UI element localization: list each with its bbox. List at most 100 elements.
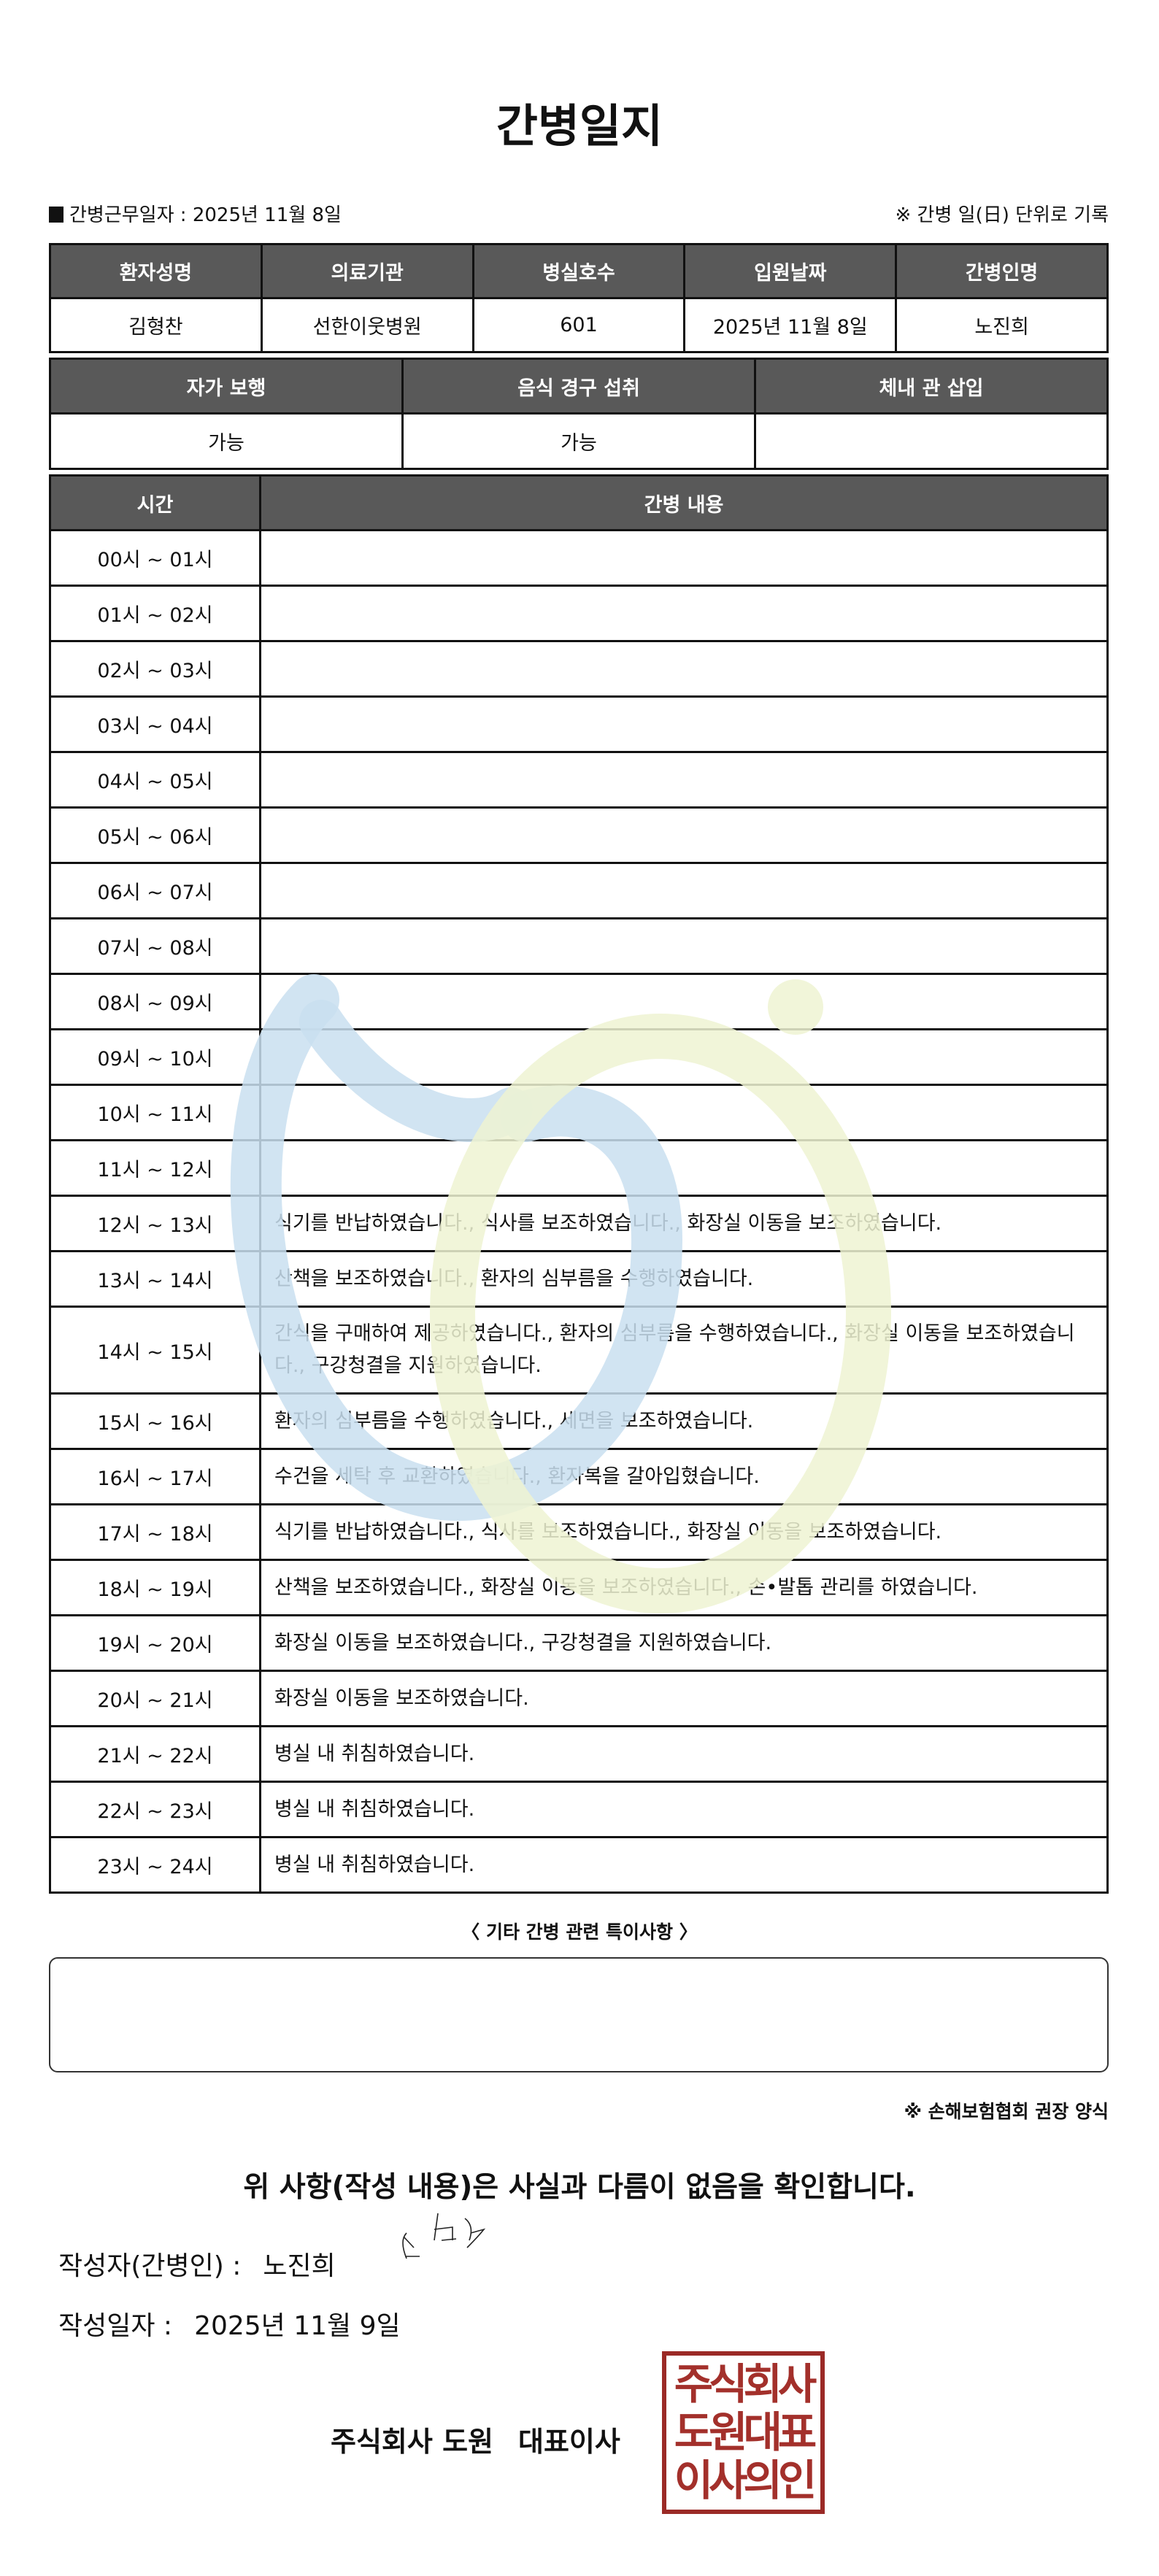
company-signature: 주식회사 도원 대표이사 <box>331 2419 620 2459</box>
time-cell: 02시 ~ 03시 <box>49 640 261 698</box>
table-row: 18시 ~ 19시 산책을 보조하였습니다., 화장실 이동을 보조하였습니다.,… <box>49 1559 1109 1616</box>
content-cell: 병실 내 취침하였습니다. <box>259 1836 1109 1894</box>
content-cell: 병실 내 취침하였습니다. <box>259 1725 1109 1783</box>
header-cell: 간병인명 <box>895 243 1109 299</box>
time-cell: 10시 ~ 11시 <box>49 1084 261 1141</box>
self-walking: 가능 <box>49 412 404 470</box>
content-cell <box>259 862 1109 919</box>
work-date-label: 간병근무일자 <box>69 204 174 226</box>
time-cell: 14시 ~ 15시 <box>49 1306 261 1395</box>
table-row: 19시 ~ 20시 화장실 이동을 보조하였습니다., 구강청결을 지원하였습니다… <box>49 1614 1109 1672</box>
content-cell: 식기를 반납하였습니다., 식사를 보조하였습니다., 화장실 이동을 보조하였… <box>259 1503 1109 1561</box>
time-cell: 23시 ~ 24시 <box>49 1836 261 1894</box>
content-cell <box>259 529 1109 587</box>
writer-line: 작성자(간병인) : 노진희 <box>58 2245 336 2283</box>
table-row: 09시 ~ 10시 <box>49 1028 1109 1086</box>
written-date-line: 작성일자 : 2025년 11월 9일 <box>58 2305 401 2342</box>
patient-name: 김형찬 <box>49 297 263 353</box>
tube-insertion <box>754 412 1109 470</box>
content-cell: 산책을 보조하였습니다., 화장실 이동을 보조하였습니다., 손•발톱 관리를… <box>259 1559 1109 1616</box>
other-notes-title: 〈 기타 간병 관련 특이사항 〉 <box>461 1921 698 1943</box>
content-cell: 병실 내 취침하였습니다. <box>259 1781 1109 1838</box>
header-cell: 음식 경구 섭취 <box>401 358 756 414</box>
time-cell: 08시 ~ 09시 <box>49 973 261 1030</box>
table-row: 14시 ~ 15시 간식을 구매하여 제공하였습니다., 환자의 심부름을 수행하… <box>49 1306 1109 1395</box>
patient-table: 환자성명 의료기관 병실호수 입원날짜 간병인명 김형찬 선한이웃병원 601 2025년 1… <box>49 243 1109 353</box>
time-cell: 12시 ~ 13시 <box>49 1195 261 1252</box>
company-title: 대표이사 <box>518 2426 620 2458</box>
time-cell: 03시 ~ 04시 <box>49 695 261 753</box>
time-cell: 04시 ~ 05시 <box>49 751 261 809</box>
hospital: 선한이웃병원 <box>260 297 474 353</box>
content-cell: 간식을 구매하여 제공하였습니다., 환자의 심부름을 수행하였습니다., 화장… <box>259 1306 1109 1395</box>
work-date-value: 2025년 11월 8일 <box>192 204 342 226</box>
time-cell: 13시 ~ 14시 <box>49 1250 261 1308</box>
writer-label: 작성자(간병인) : <box>58 2251 242 2281</box>
content-cell <box>259 1084 1109 1141</box>
time-cell: 06시 ~ 07시 <box>49 862 261 919</box>
header-cell: 자가 보행 <box>49 358 404 414</box>
table-row: 20시 ~ 21시 화장실 이동을 보조하였습니다. <box>49 1670 1109 1727</box>
table-row: 07시 ~ 08시 <box>49 917 1109 975</box>
content-cell <box>259 585 1109 642</box>
time-cell: 18시 ~ 19시 <box>49 1559 261 1616</box>
handwritten-signature <box>402 2213 486 2259</box>
table-row: 12시 ~ 13시 식기를 반납하였습니다., 식사를 보조하였습니다., 화장실… <box>49 1195 1109 1252</box>
table-row: 02시 ~ 03시 <box>49 640 1109 698</box>
time-cell: 11시 ~ 12시 <box>49 1139 261 1197</box>
company-name: 주식회사 도원 <box>331 2426 493 2458</box>
time-cell: 01시 ~ 02시 <box>49 585 261 642</box>
content-cell: 화장실 이동을 보조하였습니다. <box>259 1670 1109 1727</box>
table-row: 04시 ~ 05시 <box>49 751 1109 809</box>
company-seal-stamp: 주식회사도원대표이사의인 <box>662 2351 825 2514</box>
time-cell: 07시 ~ 08시 <box>49 917 261 975</box>
time-cell: 20시 ~ 21시 <box>49 1670 261 1727</box>
time-cell: 00시 ~ 01시 <box>49 529 261 587</box>
table-row: 05시 ~ 06시 <box>49 806 1109 864</box>
content-cell <box>259 1139 1109 1197</box>
header-cell: 체내 관 삽입 <box>754 358 1109 414</box>
content-cell <box>259 640 1109 698</box>
page-title: 간병일지 <box>496 99 663 153</box>
time-cell: 05시 ~ 06시 <box>49 806 261 864</box>
content-cell: 수건을 세탁 후 교환하였습니다., 환자복을 갈아입혔습니다. <box>259 1448 1109 1505</box>
time-cell: 21시 ~ 22시 <box>49 1725 261 1783</box>
oral-intake: 가능 <box>401 412 756 470</box>
content-cell: 식기를 반납하였습니다., 식사를 보조하였습니다., 화장실 이동을 보조하였… <box>259 1195 1109 1252</box>
table-row: 15시 ~ 16시 환자의 심부름을 수행하였습니다., 세면을 보조하였습니다. <box>49 1392 1109 1450</box>
header-cell: 입원날짜 <box>683 243 898 299</box>
content-cell <box>259 806 1109 864</box>
content-cell <box>259 917 1109 975</box>
table-row: 21시 ~ 22시 병실 내 취침하였습니다. <box>49 1725 1109 1783</box>
table-row: 08시 ~ 09시 <box>49 973 1109 1030</box>
time-cell: 17시 ~ 18시 <box>49 1503 261 1561</box>
content-cell: 산책을 보조하였습니다., 환자의 심부름을 수행하였습니다. <box>259 1250 1109 1308</box>
time-cell: 16시 ~ 17시 <box>49 1448 261 1505</box>
table-row: 23시 ~ 24시 병실 내 취침하였습니다. <box>49 1836 1109 1894</box>
content-cell <box>259 695 1109 753</box>
writer-name: 노진희 <box>263 2251 336 2281</box>
time-cell: 22시 ~ 23시 <box>49 1781 261 1838</box>
status-table: 자가 보행 음식 경구 섭취 체내 관 삽입 가능 가능 <box>49 358 1109 470</box>
caregiver-name: 노진희 <box>895 297 1109 353</box>
header-cell: 의료기관 <box>260 243 474 299</box>
table-row: 17시 ~ 18시 식기를 반납하였습니다., 식사를 보조하였습니다., 화장실… <box>49 1503 1109 1561</box>
written-date-label: 작성일자 : <box>58 2311 173 2341</box>
unit-note: ※ 간병 일(日) 단위로 기록 <box>895 204 1109 226</box>
table-row: 10시 ~ 11시 <box>49 1084 1109 1141</box>
header-content: 간병 내용 <box>259 474 1109 531</box>
association-note: ※ 손해보험협회 권장 양식 <box>904 2101 1109 2122</box>
confirmation-statement: 위 사항(작성 내용)은 사실과 다름이 없음을 확인합니다. <box>243 2171 916 2204</box>
work-date: 간병근무일자 : 2025년 11월 8일 <box>49 200 342 227</box>
content-cell: 화장실 이동을 보조하였습니다., 구강청결을 지원하였습니다. <box>259 1614 1109 1672</box>
other-notes-box <box>49 1957 1109 2072</box>
header-cell: 병실호수 <box>471 243 686 299</box>
table-row: 11시 ~ 12시 <box>49 1139 1109 1197</box>
content-cell <box>259 1028 1109 1086</box>
table-row: 13시 ~ 14시 산책을 보조하였습니다., 환자의 심부름을 수행하였습니다. <box>49 1250 1109 1308</box>
table-row: 01시 ~ 02시 <box>49 585 1109 642</box>
content-cell <box>259 751 1109 809</box>
table-row: 00시 ~ 01시 <box>49 529 1109 587</box>
header-cell: 환자성명 <box>49 243 263 299</box>
room-number: 601 <box>471 297 686 353</box>
